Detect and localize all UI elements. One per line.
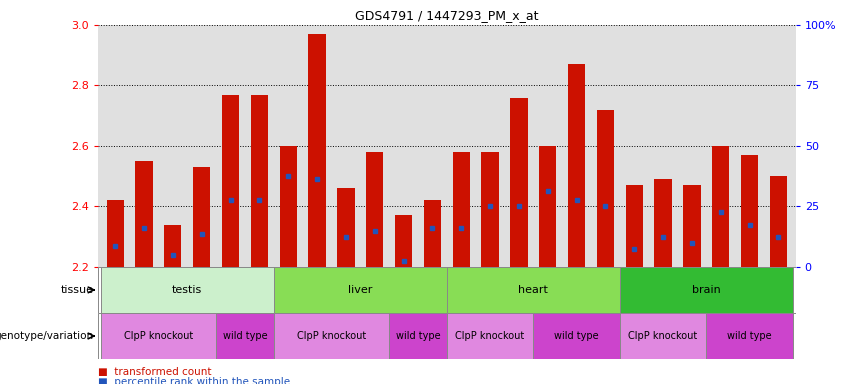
Text: genotype/variation: genotype/variation [0,331,94,341]
Bar [366,152,383,267]
Bar [100,267,274,313]
Title: GDS4791 / 1447293_PM_x_at: GDS4791 / 1447293_PM_x_at [355,9,539,22]
Bar [447,267,620,313]
Text: ■  transformed count: ■ transformed count [98,367,211,377]
Text: wild type: wild type [396,331,440,341]
Bar [337,188,355,267]
Bar [597,110,614,267]
Bar [534,313,620,359]
Bar [135,161,152,267]
Text: ■  percentile rank within the sample: ■ percentile rank within the sample [98,377,290,384]
Text: brain: brain [692,285,721,295]
Bar [453,152,470,267]
Bar [654,179,671,267]
Text: ClpP knockout: ClpP knockout [297,331,366,341]
Bar [251,94,268,267]
Text: ClpP knockout: ClpP knockout [455,331,525,341]
Bar [216,313,274,359]
Bar [106,200,123,267]
Bar [274,313,389,359]
Bar [620,313,706,359]
Bar [164,225,181,267]
Bar [274,267,447,313]
Bar [625,185,643,267]
Bar [424,200,441,267]
Bar [683,185,700,267]
Bar [395,215,412,267]
Bar [770,176,787,267]
Text: wild type: wild type [223,331,267,341]
Bar [620,267,793,313]
Bar [447,313,534,359]
Bar [539,146,557,267]
Bar [279,146,297,267]
Bar [706,313,793,359]
Bar [568,64,585,267]
Bar [741,155,758,267]
Bar [308,34,326,267]
Text: liver: liver [348,285,373,295]
Text: heart: heart [518,285,548,295]
Bar [482,152,499,267]
Bar [222,94,239,267]
Bar [712,146,729,267]
Text: wild type: wild type [554,331,599,341]
Text: tissue: tissue [60,285,94,295]
Text: wild type: wild type [728,331,772,341]
Text: ClpP knockout: ClpP knockout [628,331,698,341]
Bar [100,313,216,359]
Bar [193,167,210,267]
Bar [389,313,447,359]
Bar [511,98,528,267]
Text: testis: testis [172,285,203,295]
Text: ClpP knockout: ClpP knockout [123,331,193,341]
